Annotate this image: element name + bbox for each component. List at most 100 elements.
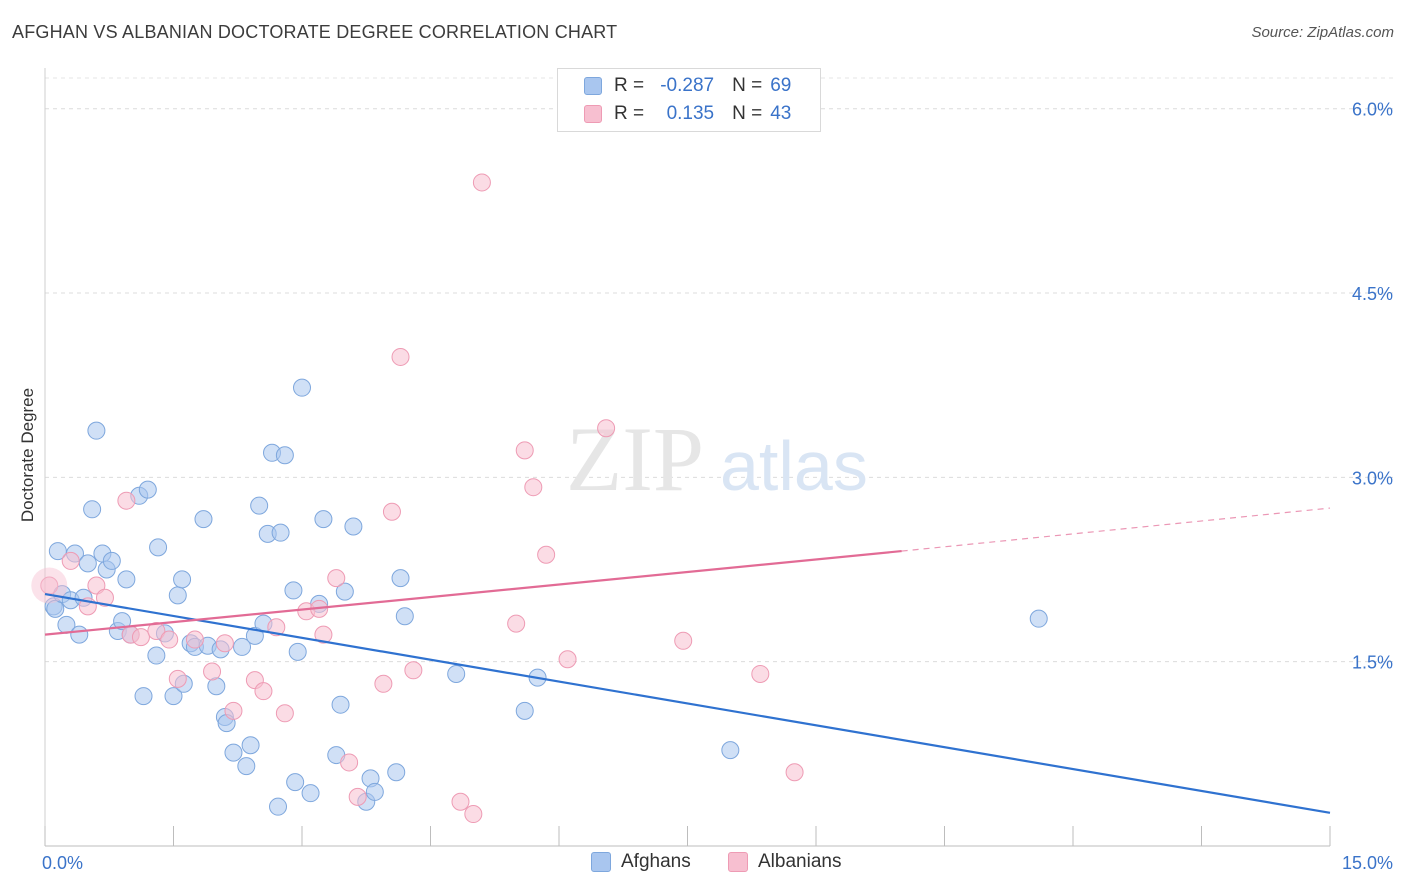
chart-title: AFGHAN VS ALBANIAN DOCTORATE DEGREE CORR…: [12, 22, 618, 42]
trend-lines: [44, 507, 1331, 814]
afghan-point: [149, 538, 168, 557]
albanian-point: [267, 618, 286, 637]
albanian-point: [254, 682, 273, 701]
axes: [44, 68, 1331, 847]
x-tick-label: 0.0%: [42, 853, 83, 873]
albanian-point: [597, 419, 616, 438]
afghan-point: [70, 625, 89, 644]
albanian-point: [340, 753, 359, 772]
afghan-point: [250, 496, 269, 515]
albanian-point: [464, 805, 483, 824]
watermark-zip: ZIP: [566, 408, 704, 510]
watermark: ZIP atlas: [566, 408, 868, 510]
afghan-point: [286, 773, 305, 792]
albanian-point: [558, 650, 577, 669]
albanian-point: [374, 674, 393, 693]
albanians-trend-extension: [901, 507, 1331, 552]
afghan-point: [288, 642, 307, 661]
albanians-r-label: R =: [614, 103, 645, 124]
albanian-point: [168, 669, 187, 688]
afghan-point: [46, 599, 65, 618]
tick-labels: 1.5% 3.0% 4.5% 6.0% 0.0% 15.0%: [42, 100, 1393, 873]
x-tick-label: 15.0%: [1342, 853, 1393, 873]
afghan-point: [113, 612, 132, 631]
afghan-point: [391, 569, 410, 588]
afghan-point: [284, 581, 303, 600]
albanian-point: [515, 441, 534, 460]
albanian-point: [215, 634, 234, 653]
albanian-point: [117, 491, 136, 510]
albanians-points: [31, 173, 804, 824]
afghan-point: [241, 736, 260, 755]
albanians-legend-swatch: [728, 852, 748, 872]
afghan-point: [168, 586, 187, 605]
albanian-point: [391, 347, 410, 366]
albanian-point: [472, 173, 491, 192]
y-tick-label: 3.0%: [1352, 468, 1393, 488]
albanian-point: [185, 630, 204, 649]
afghan-point: [134, 687, 153, 706]
afghan-point: [331, 695, 350, 714]
afghan-point: [387, 763, 406, 782]
afghan-point: [335, 582, 354, 601]
afghans-legend-label: Afghans: [621, 851, 691, 872]
afghan-point: [78, 554, 97, 573]
afghans-n-value: 69: [770, 75, 792, 96]
albanian-point-cluster: [31, 567, 68, 604]
albanian-point: [203, 662, 222, 681]
legend-item-albanians[interactable]: Albanians: [728, 851, 841, 873]
albanian-point: [404, 661, 423, 680]
albanian-point: [327, 569, 346, 588]
afghan-point: [344, 517, 363, 536]
albanians-n-label: N =: [732, 103, 763, 124]
albanian-point: [537, 545, 556, 564]
source-note: Source: ZipAtlas.com: [1251, 24, 1394, 41]
afghan-point: [293, 378, 311, 397]
afghans-points: [44, 378, 1048, 816]
albanian-point: [61, 551, 80, 570]
afghan-point: [87, 421, 106, 440]
albanian-point: [751, 664, 770, 683]
y-tick-label: 1.5%: [1352, 653, 1393, 673]
albanians-r-value: 0.135: [666, 103, 715, 124]
albanian-point: [785, 763, 804, 782]
albanians-legend-label: Albanians: [758, 851, 842, 872]
afghan-point: [164, 687, 183, 706]
albanian-point: [87, 576, 106, 595]
albanian-point: [507, 614, 526, 633]
afghan-point: [147, 646, 166, 665]
afghans-trend-line: [44, 593, 1331, 814]
afghan-point: [269, 797, 288, 816]
albanian-point: [224, 701, 243, 720]
albanian-point: [451, 792, 470, 811]
legend-row-albanians: R = 0.135 N = 43: [558, 101, 791, 127]
gridlines: [45, 77, 1394, 663]
afghan-point: [365, 782, 384, 801]
albanian-point: [95, 588, 114, 607]
afghan-point: [515, 701, 534, 720]
albanians-n-value: 43: [770, 103, 792, 124]
afghans-r-value: -0.287: [660, 75, 715, 96]
albanian-point: [674, 631, 693, 650]
afghan-point: [271, 523, 290, 542]
watermark-atlas: atlas: [720, 427, 868, 505]
y-tick-label: 6.0%: [1352, 100, 1393, 120]
afghan-point: [395, 607, 414, 626]
afghans-n-label: N =: [732, 75, 763, 96]
albanian-point: [348, 787, 367, 806]
afghan-point: [138, 480, 157, 499]
afghans-swatch: [584, 77, 602, 95]
afghans-legend-swatch: [591, 852, 611, 872]
afghan-point: [301, 784, 320, 803]
albanian-point: [147, 621, 166, 640]
afghan-point: [117, 570, 136, 589]
albanian-point: [131, 628, 150, 647]
series-legend: Afghans Albanians: [0, 851, 1406, 877]
y-tick-label: 4.5%: [1352, 284, 1393, 304]
legend-item-afghans[interactable]: Afghans: [591, 851, 691, 873]
albanian-point: [275, 704, 294, 723]
albanian-point: [314, 625, 333, 644]
afghan-point: [314, 510, 333, 529]
afghan-point: [275, 446, 294, 465]
